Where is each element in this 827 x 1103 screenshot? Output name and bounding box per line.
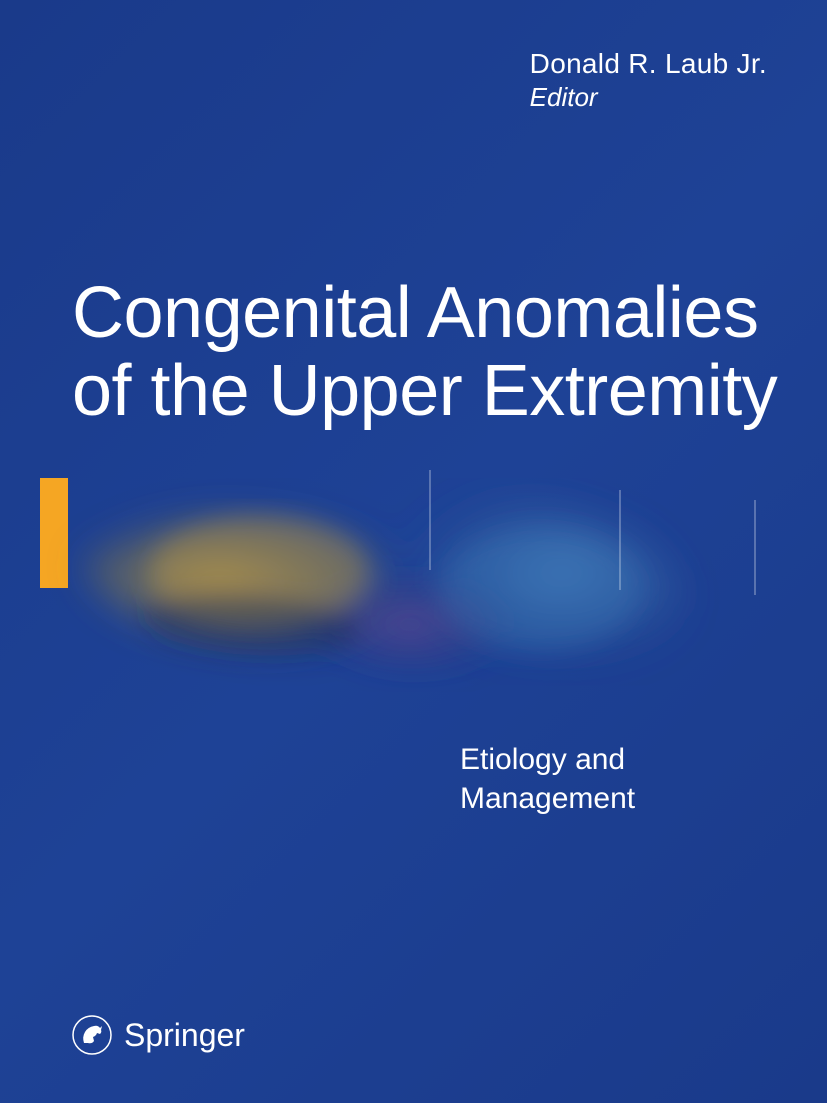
book-cover: Donald R. Laub Jr. Editor Congenital Ano… <box>0 0 827 1103</box>
title-block: Congenital Anomalies of the Upper Extrem… <box>72 275 787 431</box>
subtitle-line-1: Etiology and <box>460 740 635 779</box>
springer-horse-icon <box>72 1015 112 1055</box>
abstract-swirl-art <box>0 440 827 720</box>
editor-name: Donald R. Laub Jr. <box>530 48 767 80</box>
title-line-2: of the Upper Extremity <box>72 353 787 431</box>
editor-block: Donald R. Laub Jr. Editor <box>530 48 767 113</box>
subtitle-block: Etiology and Management <box>460 740 635 818</box>
subtitle-line-2: Management <box>460 779 635 818</box>
publisher-name: Springer <box>124 1017 245 1054</box>
title-line-1: Congenital Anomalies <box>72 275 787 353</box>
swirl-svg <box>0 440 827 720</box>
publisher-block: Springer <box>72 1015 245 1055</box>
editor-role: Editor <box>530 82 767 113</box>
